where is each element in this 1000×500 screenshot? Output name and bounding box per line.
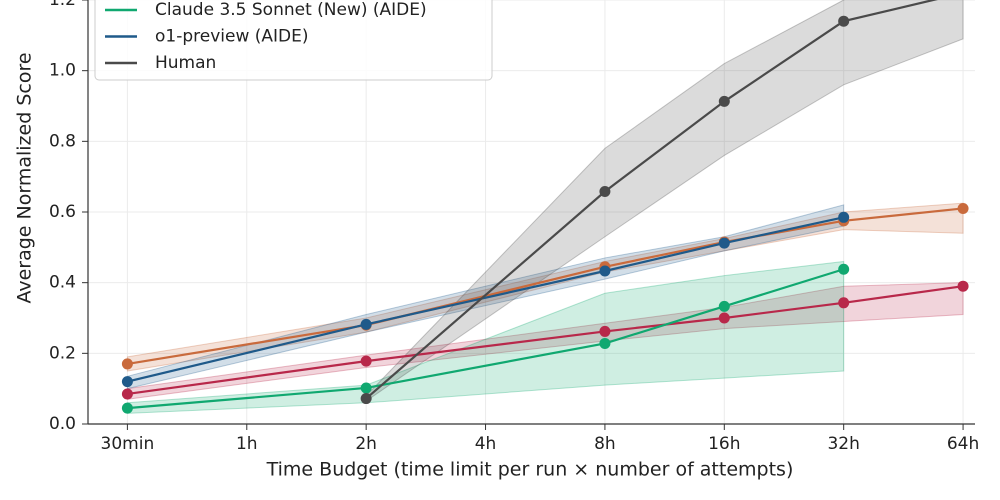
data-point [718, 237, 730, 249]
y-tick-label: 0.2 [49, 343, 76, 363]
confidence-band [126, 260, 845, 414]
y-axis-label: Average Normalized Score [14, 52, 36, 303]
x-tick-label: 30min [101, 434, 155, 454]
data-point [121, 402, 133, 414]
data-point [957, 280, 969, 292]
y-tick-label: 0.8 [49, 131, 76, 151]
x-tick-label: 1h [236, 434, 258, 454]
confidence-band [126, 282, 964, 400]
data-point [360, 382, 372, 394]
x-tick-label: 8h [594, 434, 616, 454]
x-axis-label: Time Budget (time limit per run × number… [266, 459, 794, 481]
plot-area: 0.0 0.2 0.4 0.6 0.8 1.0 1.2 30min 1h 2h 4h 8h 16h 32h… [49, 0, 979, 454]
y-tick-label: 0.0 [49, 414, 76, 434]
y-tick-label: 0.6 [49, 202, 76, 222]
confidence-band [365, 0, 964, 402]
x-tick-label: 64h [947, 434, 979, 454]
data-point [599, 337, 611, 349]
legend-label: Claude 3.5 Sonnet (New) (AIDE) [155, 0, 427, 20]
legend-box [94, 0, 493, 81]
data-point [957, 202, 969, 214]
data-point [599, 186, 611, 198]
legend-label: Human [155, 53, 216, 73]
data-point [838, 263, 850, 275]
data-point [718, 312, 730, 324]
series-line [127, 207, 964, 366]
data-point [838, 211, 850, 223]
data-point [838, 15, 850, 27]
data-point [360, 318, 372, 330]
x-tick-label: 4h [475, 434, 497, 454]
data-point [121, 388, 133, 400]
data-point [360, 355, 372, 367]
x-tick-label: 2h [355, 434, 377, 454]
x-tick-label: 32h [827, 434, 859, 454]
data-point [360, 393, 372, 405]
x-tick-label: 16h [708, 434, 740, 454]
y-tick-label: 1.0 [49, 61, 76, 81]
legend-label: o1-preview (AIDE) [155, 27, 309, 47]
data-point [599, 265, 611, 277]
data-point [599, 325, 611, 337]
data-point [838, 297, 850, 309]
data-point [718, 300, 730, 312]
y-tick-label: 0.4 [49, 273, 76, 293]
data-point [718, 95, 730, 107]
y-tick-label: 1.2 [49, 0, 76, 10]
data-point [121, 358, 133, 370]
data-point [121, 376, 133, 388]
legend: Claude 3.5 Sonnet (New) (AIDE) o1-preview… [94, 0, 493, 81]
